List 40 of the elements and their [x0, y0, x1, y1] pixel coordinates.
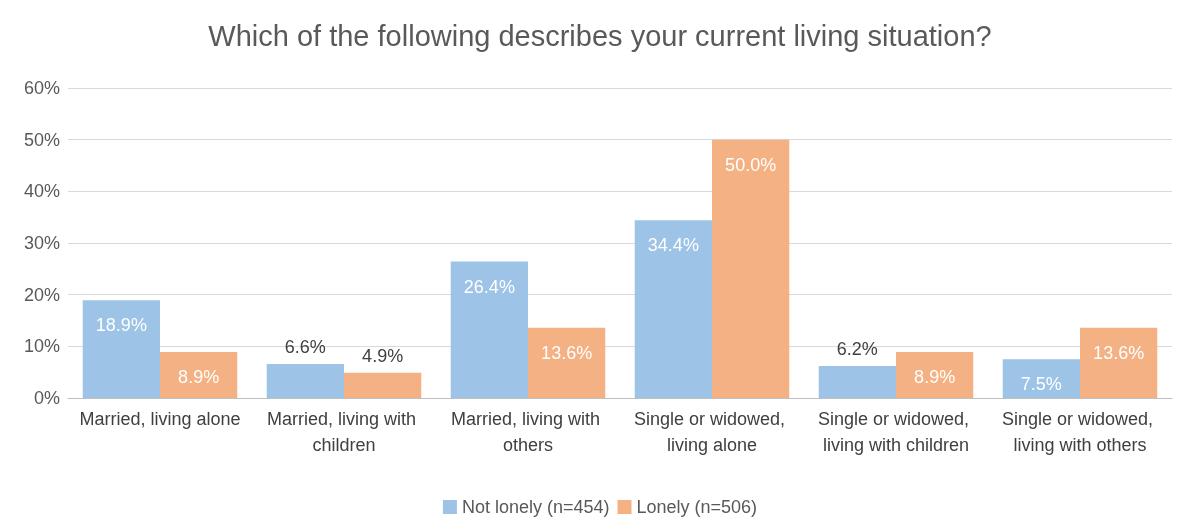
y-tick-label: 50%	[23, 129, 60, 150]
data-label: 6.6%	[284, 336, 326, 357]
bar	[712, 139, 790, 398]
data-label: 13.6%	[1093, 342, 1145, 363]
y-tick-label: 40%	[23, 181, 60, 202]
bar	[896, 352, 974, 398]
bar	[266, 363, 344, 398]
data-label: 4.9%	[362, 345, 404, 366]
data-label: 26.4%	[463, 276, 515, 297]
bar	[818, 365, 896, 398]
bar	[344, 372, 422, 398]
y-tick-label: 30%	[23, 233, 60, 253]
bar	[450, 261, 528, 398]
bar	[1080, 327, 1158, 398]
data-label: 18.9%	[95, 315, 147, 336]
bar	[1002, 359, 1080, 398]
y-tick-label: 0%	[33, 388, 60, 408]
legend-label: Lonely (n=506)	[636, 497, 758, 517]
chart-title: Which of the following describes your current living situation?	[208, 19, 992, 52]
x-tick-label: Married, living alone	[79, 409, 241, 429]
x-tick-label: Single or widowed, living with children	[817, 409, 975, 455]
data-label: 50.0%	[725, 154, 777, 175]
bar	[634, 220, 712, 398]
data-label: 8.9%	[914, 367, 956, 388]
data-label: 13.6%	[541, 342, 593, 363]
bar	[160, 352, 238, 398]
x-tick-label: Married, living with children	[266, 409, 422, 455]
x-tick-label: Married, living with others	[450, 409, 606, 455]
y-tick-label: 20%	[23, 284, 60, 305]
legend-label: Not lonely (n=454)	[461, 497, 610, 517]
data-label: 8.9%	[178, 367, 220, 388]
bar	[82, 300, 160, 398]
x-tick-label: Single or widowed, living alone	[633, 409, 791, 455]
x-tick-label: Single or widowed, living with others	[1001, 409, 1159, 455]
data-label: 7.5%	[1020, 374, 1062, 395]
y-tick-label: 10%	[23, 336, 60, 357]
bar	[528, 327, 606, 398]
data-label: 6.2%	[836, 338, 878, 359]
data-label: 34.4%	[647, 235, 699, 256]
y-tick-label: 60%	[23, 78, 60, 98]
